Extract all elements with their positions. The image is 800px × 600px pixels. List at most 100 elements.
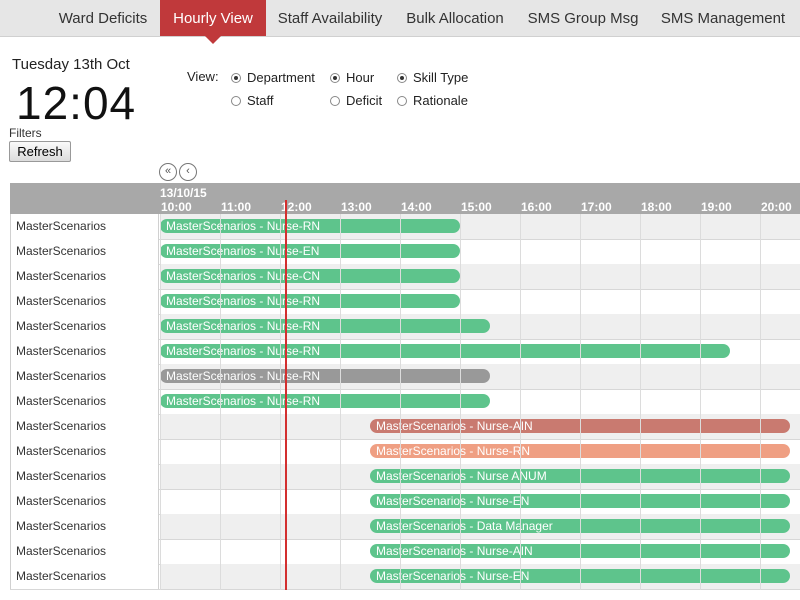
view-rationale-radio[interactable]: Rationale (397, 93, 468, 108)
view-deficit-label: Deficit (346, 93, 383, 108)
shift-bar[interactable]: MasterScenarios - Nurse-RN (160, 319, 490, 333)
top-nav: Ward Deficits Hourly View Staff Availabi… (0, 0, 800, 44)
table-row: MasterScenarios MasterScenarios - Nurse-R… (10, 314, 800, 340)
tab-ward-deficits[interactable]: Ward Deficits (58, 10, 148, 27)
shift-bar[interactable]: MasterScenarios - Nurse-RN (160, 219, 460, 233)
view-hour-label: Hour (346, 70, 375, 85)
timeline-hour-label: 11:00 (221, 200, 252, 214)
shift-bar[interactable]: MasterScenarios - Nurse-CN (160, 269, 460, 283)
row-label: MasterScenarios (10, 564, 159, 589)
table-row: MasterScenarios MasterScenarios - Nurse-E… (10, 564, 800, 590)
row-label: MasterScenarios (10, 289, 159, 314)
current-time: 12:04 (16, 77, 137, 129)
table-row: MasterScenarios MasterScenarios - Nurse-A… (10, 414, 800, 440)
view-rationale-label: Rationale (413, 93, 468, 108)
hour-gridline (160, 214, 161, 590)
tab-sms-group-msg[interactable]: SMS Group Msg (527, 10, 639, 27)
timeline-hour-label: 12:00 (281, 200, 312, 214)
tab-sms-management[interactable]: SMS Management (660, 10, 786, 27)
shift-bar[interactable]: MasterScenarios - Nurse-RN (160, 369, 490, 383)
timeline-hour-label: 13:00 (341, 200, 372, 214)
row-track: MasterScenarios - Nurse-AIN (160, 539, 800, 564)
table-row: MasterScenarios MasterScenarios - Nurse-R… (10, 389, 800, 415)
row-track: MasterScenarios - Nurse-EN (160, 239, 800, 264)
view-skill-type-radio[interactable]: Skill Type (397, 70, 468, 85)
timeline-date: 13/10/15 (160, 186, 207, 200)
radio-unchecked-icon (397, 95, 407, 106)
radio-unchecked-icon (231, 95, 241, 106)
hour-gridline (580, 214, 581, 590)
shift-bar[interactable]: MasterScenarios - Nurse-RN (160, 394, 490, 408)
current-time-line (284, 200, 287, 590)
tab-bulk-allocation[interactable]: Bulk Allocation (406, 10, 504, 27)
hour-gridline (760, 214, 761, 590)
hour-gridline (220, 214, 221, 590)
row-label: MasterScenarios (10, 364, 159, 389)
table-row: MasterScenarios MasterScenarios - Nurse-R… (10, 289, 800, 315)
timeline-nav: « ‹ (159, 163, 199, 181)
hour-gridline (280, 214, 281, 590)
hour-gridline (400, 214, 401, 590)
row-track: MasterScenarios - Nurse-AIN (160, 414, 800, 439)
timeline-hour-label: 19:00 (701, 200, 732, 214)
row-track: MasterScenarios - Nurse-RN (160, 439, 800, 464)
row-track: MasterScenarios - Nurse ANUM (160, 464, 800, 489)
hour-gridline (340, 214, 341, 590)
table-row: MasterScenarios MasterScenarios - Nurse-C… (10, 264, 800, 290)
shift-bar[interactable]: MasterScenarios - Nurse-RN (160, 294, 460, 308)
table-row: MasterScenarios MasterScenarios - Nurse-E… (10, 239, 800, 265)
row-track: MasterScenarios - Nurse-RN (160, 339, 800, 364)
view-hour-radio[interactable]: Hour (330, 70, 374, 85)
view-deficit-radio[interactable]: Deficit (330, 93, 382, 108)
row-label: MasterScenarios (10, 514, 159, 539)
row-track: MasterScenarios - Nurse-RN (160, 389, 800, 414)
filters-label: Filters (9, 126, 42, 140)
hour-gridline (700, 214, 701, 590)
row-track: MasterScenarios - Nurse-CN (160, 264, 800, 289)
shift-bar[interactable]: MasterScenarios - Nurse-RN (160, 344, 730, 358)
row-label: MasterScenarios (10, 439, 159, 464)
table-row: MasterScenarios MasterScenarios - Nurse-R… (10, 364, 800, 390)
hour-gridline (460, 214, 461, 590)
row-track: MasterScenarios - Nurse-EN (160, 564, 800, 589)
timeline-hour-label: 10:00 (161, 200, 192, 214)
row-label: MasterScenarios (10, 389, 159, 414)
view-label: View: (187, 69, 219, 84)
timeline-hour-label: 15:00 (461, 200, 492, 214)
view-department-label: Department (247, 70, 315, 85)
refresh-button[interactable]: Refresh (9, 141, 71, 162)
tab-staff-availability[interactable]: Staff Availability (277, 10, 383, 27)
row-label: MasterScenarios (10, 264, 159, 289)
row-track: MasterScenarios - Nurse-RN (160, 289, 800, 314)
tab-hourly-view[interactable]: Hourly View (160, 0, 266, 44)
double-chevron-left-icon[interactable]: « (159, 163, 177, 181)
view-department-radio[interactable]: Department (231, 70, 315, 85)
row-label: MasterScenarios (10, 414, 159, 439)
row-track: MasterScenarios - Nurse-RN (160, 314, 800, 339)
timeline-header: 13/10/15 10:00 11:00 12:00 13:00 14:00 15:00 1… (10, 183, 800, 214)
table-row: MasterScenarios MasterScenarios - Nurse-E… (10, 489, 800, 515)
view-staff-label: Staff (247, 93, 274, 108)
view-staff-radio[interactable]: Staff (231, 93, 274, 108)
table-row: MasterScenarios MasterScenarios - Nurse-A… (10, 539, 800, 565)
row-label: MasterScenarios (10, 464, 159, 489)
shift-bar[interactable]: MasterScenarios - Nurse-EN (160, 244, 460, 258)
row-label: MasterScenarios (10, 314, 159, 339)
row-label: MasterScenarios (10, 489, 159, 514)
row-label: MasterScenarios (10, 339, 159, 364)
row-track: MasterScenarios - Data Manager (160, 514, 800, 539)
hourly-timeline-grid: 13/10/15 10:00 11:00 12:00 13:00 14:00 15:00 1… (10, 183, 800, 590)
row-track: MasterScenarios - Nurse-EN (160, 489, 800, 514)
hour-gridline (640, 214, 641, 590)
table-row: MasterScenarios MasterScenarios - Nurse A… (10, 464, 800, 490)
chevron-left-icon[interactable]: ‹ (179, 163, 197, 181)
hour-gridline (520, 214, 521, 590)
table-row: MasterScenarios MasterScenarios - Nurse-R… (10, 439, 800, 465)
row-label: MasterScenarios (10, 239, 159, 264)
timeline-hour-label: 17:00 (581, 200, 612, 214)
table-row: MasterScenarios MasterScenarios - Data Ma… (10, 514, 800, 540)
table-row: MasterScenarios MasterScenarios - Nurse-R… (10, 214, 800, 240)
timeline-hour-label: 14:00 (401, 200, 432, 214)
timeline-hour-label: 20:00 (761, 200, 792, 214)
table-row: MasterScenarios MasterScenarios - Nurse-R… (10, 339, 800, 365)
